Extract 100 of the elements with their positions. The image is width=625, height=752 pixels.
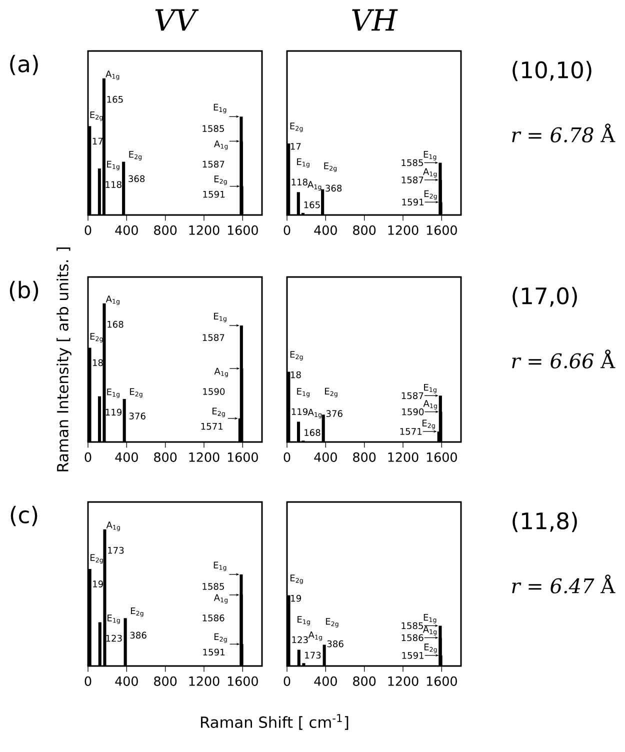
x-tick-label: 400: [314, 452, 337, 462]
annotation: E$_{2g}$: [424, 190, 437, 200]
annotation: A$_{1g}$: [423, 168, 437, 178]
annotation: 168: [304, 429, 320, 436]
x-tick-label: 1200: [189, 225, 220, 235]
annotation: 1585: [202, 582, 224, 590]
annotation: 18: [290, 371, 301, 378]
x-tick-label: 1200: [388, 676, 418, 686]
annotation: A$_{1g}$: [214, 368, 228, 378]
x-tick-label: 0: [284, 225, 290, 235]
annotation: 1586: [402, 634, 424, 642]
x-tick-label: 400: [314, 676, 337, 686]
x-tick-label: 400: [314, 225, 337, 235]
annotation: E$_{1g}$: [107, 160, 120, 170]
text: r = 6.66 Å: [512, 350, 616, 368]
annotation: 376: [129, 412, 146, 420]
annotation: 1587: [202, 334, 224, 341]
annotation: E$_{1g}$: [108, 614, 120, 624]
text: (11,8): [512, 512, 577, 532]
annotation: 1585: [402, 159, 423, 166]
annotation: 118: [292, 178, 308, 186]
annotation: E$_{2g}$: [325, 388, 338, 398]
annotation: A$_{1g}$: [106, 70, 120, 80]
annotation: A$_{1g}$: [423, 400, 437, 410]
y-axis-title: Raman Intensity [ arb units. ]: [56, 248, 72, 472]
annotation: 123: [292, 636, 308, 644]
annotation: E$_{2g}$: [424, 644, 437, 654]
x-tick-label: 400: [115, 225, 138, 235]
chart-title: VH: [352, 9, 398, 31]
annotation: 1585: [202, 125, 224, 132]
text: r = 6.47 Å: [512, 574, 616, 594]
annotation: E$_{2g}$: [214, 633, 227, 643]
annotation: 386: [130, 632, 146, 639]
annotation: E$_{1g}$: [214, 562, 226, 572]
annotation: E$_{2g}$: [290, 122, 303, 132]
annotation: E$_{1g}$: [424, 151, 436, 160]
annotation: 118: [106, 181, 122, 188]
x-tick-label: 0: [84, 452, 92, 462]
x-tick-label: 0: [84, 225, 92, 235]
annotation: E$_{1g}$: [214, 312, 226, 322]
annotation: E$_{2g}$: [90, 554, 103, 564]
annotation: 1571: [201, 423, 223, 430]
annotation: A$_{1g}$: [422, 626, 437, 636]
annotation: 376: [326, 410, 342, 418]
annotation: E$_{2g}$: [290, 574, 303, 584]
text: (a): [10, 54, 38, 76]
annotation: 17: [290, 143, 301, 150]
x-tick-label: 800: [154, 676, 177, 686]
annotation: 173: [108, 546, 124, 554]
annotation: E$_{1g}$: [214, 104, 226, 114]
annotation: 1591: [203, 648, 224, 656]
annotation: E$_{2g}$: [212, 408, 225, 418]
annotation: E$_{1g}$: [297, 158, 310, 168]
annotation: 368: [128, 175, 145, 182]
annotation: 1587: [402, 392, 424, 400]
text: (17,0): [512, 286, 577, 308]
x-tick-label: 0: [284, 676, 290, 686]
text: (b): [10, 280, 38, 302]
x-tick-label: 800: [154, 225, 177, 235]
annotation: 19: [291, 594, 301, 602]
annotation: E$_{1g}$: [424, 614, 436, 624]
annotation: A$_{1g}$: [214, 140, 228, 150]
annotation: 1591: [402, 198, 424, 206]
x-tick-label: 1200: [388, 225, 418, 235]
annotation: 168: [108, 320, 124, 328]
annotation: A$_{1g}$: [308, 631, 322, 641]
x-tick-label: 1200: [189, 676, 220, 686]
x-tick-label: 1200: [189, 452, 220, 462]
annotation: E$_{2g}$: [326, 618, 338, 628]
annotation: 1585: [402, 622, 423, 630]
annotation: A$_{1g}$: [308, 181, 322, 191]
x-tick-label: 1600: [228, 676, 258, 686]
annotation: 119: [292, 408, 308, 416]
x-tick-label: 1600: [228, 452, 258, 462]
text: (10,10): [512, 60, 592, 82]
annotation: 368: [326, 184, 342, 192]
x-tick-label: 0: [284, 452, 290, 462]
x-tick-label: 1200: [388, 452, 418, 462]
annotation: 19: [93, 580, 103, 588]
annotation: 1587: [202, 160, 224, 168]
annotation: 173: [305, 652, 321, 659]
annotation: E$_{2g}$: [290, 351, 303, 360]
annotation: E$_{2g}$: [324, 162, 337, 172]
annotation: 1590: [402, 408, 424, 416]
annotation: E$_{1g}$: [297, 388, 310, 398]
annotation: 165: [304, 201, 320, 208]
annotation: E$_{2g}$: [130, 388, 142, 398]
annotation: 123: [106, 634, 122, 642]
x-tick-label: 0: [84, 676, 92, 686]
annotation: 1590: [203, 388, 225, 395]
annotation: 119: [106, 408, 122, 416]
annotation: E$_{2g}$: [129, 150, 142, 160]
annotation: E$_{2g}$: [214, 176, 227, 185]
annotation: A$_{1g}$: [308, 408, 322, 418]
annotation: E$_{1g}$: [298, 616, 310, 626]
x-tick-label: 1600: [426, 676, 457, 686]
x-tick-label: 1600: [426, 452, 457, 462]
annotation: E$_{1g}$: [107, 388, 120, 398]
annotation: 17: [92, 138, 103, 144]
x-tick-label: 800: [353, 452, 376, 462]
